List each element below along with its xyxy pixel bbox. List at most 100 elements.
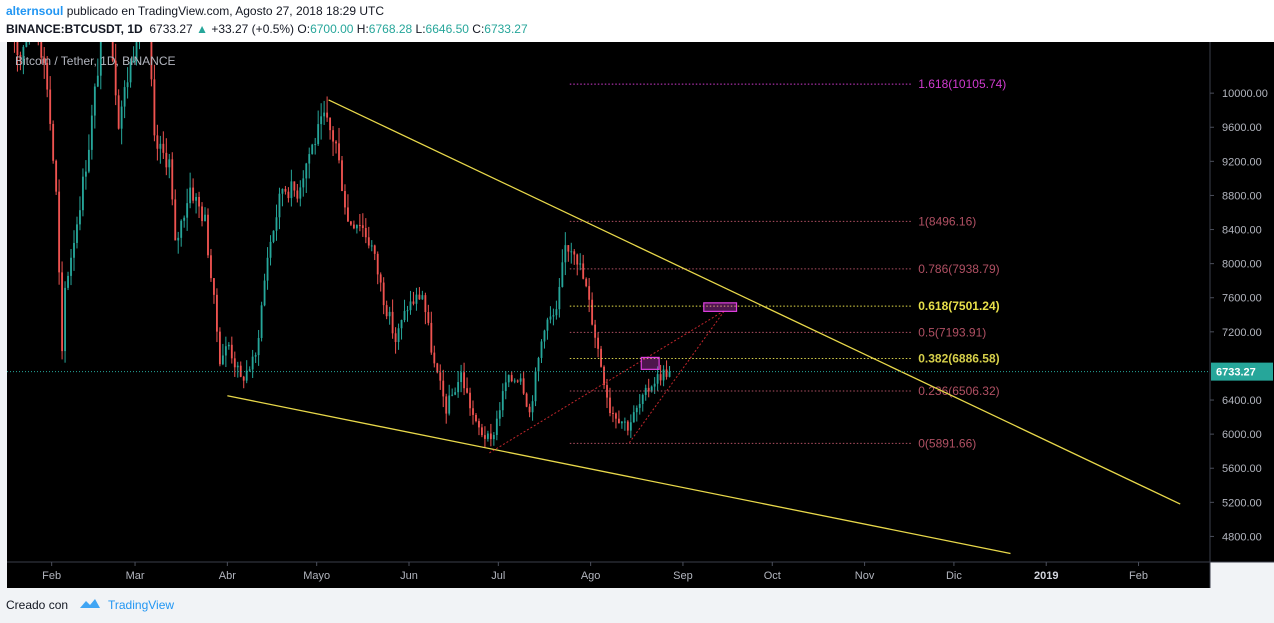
candle-body <box>355 225 358 229</box>
candle-body <box>236 365 239 368</box>
y-tick-label: 9600.00 <box>1222 122 1262 134</box>
candle-body <box>501 391 504 411</box>
candle <box>192 178 195 204</box>
candle-body <box>492 435 495 440</box>
candle-body <box>224 346 227 356</box>
author-link[interactable]: alternsoul <box>6 4 64 18</box>
candle-body <box>391 311 394 334</box>
candle-body <box>55 160 58 192</box>
y-tick-label: 4800.00 <box>1222 531 1262 543</box>
candle <box>397 323 400 350</box>
candle-body <box>632 412 635 423</box>
candle-body <box>457 382 460 393</box>
candle <box>489 423 492 447</box>
candle <box>296 183 299 203</box>
candle <box>180 219 183 247</box>
candle <box>156 124 159 161</box>
candle <box>266 247 269 290</box>
candle <box>344 184 346 215</box>
time-axis[interactable] <box>7 562 1210 588</box>
candle <box>582 254 585 280</box>
candle <box>388 306 391 325</box>
candle <box>332 126 334 157</box>
candle <box>213 278 215 304</box>
candle-body <box>156 135 159 149</box>
x-tick-label: Ago <box>581 570 601 582</box>
candle <box>484 426 486 449</box>
candle-body <box>591 299 594 325</box>
candle <box>236 361 239 378</box>
candle-body <box>522 378 525 394</box>
candle <box>457 371 460 398</box>
candle <box>207 208 209 259</box>
candle-body <box>19 54 22 62</box>
candle-body <box>239 365 242 377</box>
candle <box>132 46 135 63</box>
candle <box>629 414 632 438</box>
candle <box>617 410 620 424</box>
candle <box>585 277 588 288</box>
candle <box>641 393 644 412</box>
candle <box>600 345 602 368</box>
candle <box>424 292 427 325</box>
target-box <box>703 302 738 312</box>
candle <box>597 332 600 358</box>
candle <box>495 410 498 441</box>
candle <box>320 103 323 140</box>
candle-body <box>397 328 400 343</box>
candle <box>293 181 296 197</box>
candle <box>138 42 141 50</box>
candle <box>159 135 162 164</box>
candle <box>418 287 421 300</box>
candle <box>135 42 138 66</box>
candle-body <box>248 369 251 371</box>
fib-level-label: 0.5(7193.91) <box>918 325 986 339</box>
candle-body <box>567 245 570 252</box>
candle-body <box>177 237 180 241</box>
candle <box>13 42 15 53</box>
x-tick-label: Nov <box>855 570 875 582</box>
candle <box>64 281 66 363</box>
candle <box>370 240 373 252</box>
y-tick-label: 6000.00 <box>1222 429 1262 441</box>
y-tick-label: 5600.00 <box>1222 463 1262 475</box>
candle <box>364 218 367 244</box>
candle-body <box>653 383 656 387</box>
candle-body <box>162 143 165 153</box>
tradingview-link[interactable]: TradingView <box>108 598 175 612</box>
publish-line: alternsoul publicado en TradingView.com,… <box>6 4 384 18</box>
price-chart[interactable]: 0(5891.66) 0.236(6506.32) 0.382(6886.58) 0.… <box>0 42 1274 588</box>
candle <box>606 378 608 409</box>
footer: Creado con TradingView <box>0 588 1274 623</box>
candle <box>338 127 340 164</box>
plot-area[interactable] <box>7 42 1210 562</box>
candle-body <box>638 403 641 408</box>
candle-body <box>489 433 492 440</box>
candle-body <box>406 310 409 312</box>
candle <box>579 253 582 271</box>
candle <box>329 117 332 140</box>
candle <box>49 76 52 131</box>
candle <box>668 366 671 378</box>
candle-body <box>430 322 433 353</box>
price-axis[interactable] <box>1210 42 1274 562</box>
x-tick-label: Mar <box>126 570 145 582</box>
candle <box>19 51 22 71</box>
upper-trendline <box>328 99 1181 505</box>
last-price-tag-label: 6733.27 <box>1216 367 1256 379</box>
candle-body <box>617 418 620 424</box>
candle <box>454 387 457 396</box>
candle <box>382 277 385 315</box>
candle-body <box>647 387 650 392</box>
candle-body <box>99 42 102 76</box>
candle <box>475 413 477 423</box>
candle-body <box>25 42 28 47</box>
candle-body <box>350 221 352 225</box>
candle <box>335 140 337 154</box>
candle-body <box>198 196 200 207</box>
candle-body <box>287 191 290 199</box>
candle <box>385 300 388 320</box>
candle-body <box>436 363 439 373</box>
candle-body <box>168 159 171 168</box>
candle <box>504 371 507 400</box>
